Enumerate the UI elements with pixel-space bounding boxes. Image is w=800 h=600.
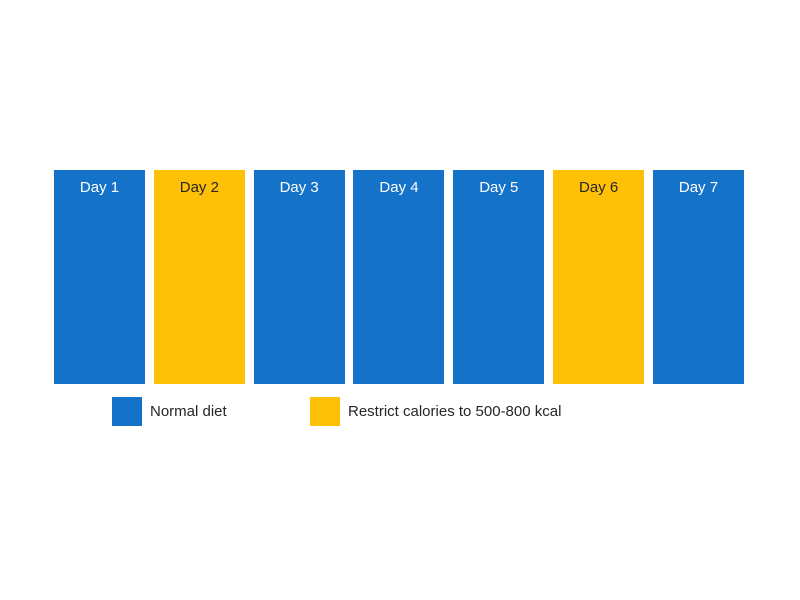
day-bar-5: Day 5 (453, 170, 545, 384)
legend-swatch-restricted-calories (310, 397, 340, 426)
day-label: Day 7 (678, 179, 719, 196)
legend-swatch-normal-diet (112, 397, 142, 426)
day-label: Day 3 (279, 179, 319, 196)
day-label: Day 1 (79, 179, 120, 196)
day-label: Day 4 (379, 179, 419, 196)
day-bar-4: Day 4 (353, 170, 445, 384)
day-label: Day 5 (479, 179, 519, 196)
day-bar-6: Day 6 (553, 170, 645, 384)
legend-label-restricted-calories: Restrict calories to 500-800 kcal (348, 403, 562, 420)
legend-item-normal-diet: Normal diet (112, 397, 227, 426)
legend-item-restricted-calories: Restrict calories to 500-800 kcal (310, 397, 561, 426)
day-bar-1: Day 1 (54, 170, 145, 384)
legend: Normal diet Restrict calories to 500-800… (0, 397, 800, 426)
day-label: Day 2 (179, 179, 219, 196)
day-label: Day 6 (579, 179, 619, 196)
legend-label-normal-diet: Normal diet (150, 403, 227, 420)
day-bar-2: Day 2 (153, 170, 245, 384)
week-schedule-bars: Day 1 Day 2 Day 3 Day 4 Day 5 Day 6 Day … (54, 170, 744, 384)
day-bar-7: Day 7 (652, 170, 744, 384)
day-bar-3: Day 3 (253, 170, 345, 384)
